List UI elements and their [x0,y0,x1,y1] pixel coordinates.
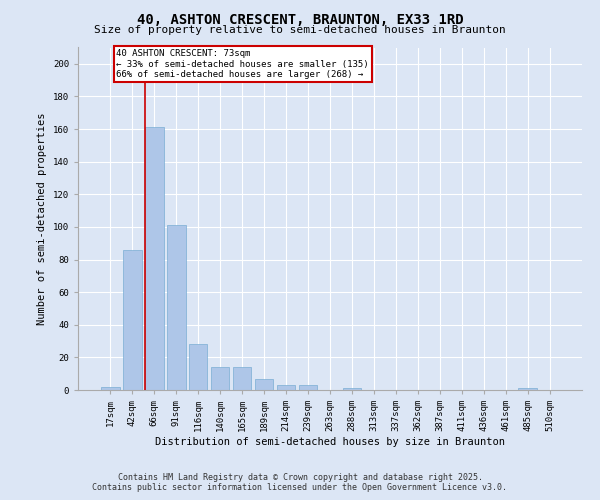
Bar [255,378,274,390]
Text: Contains HM Land Registry data © Crown copyright and database right 2025.
Contai: Contains HM Land Registry data © Crown c… [92,473,508,492]
X-axis label: Distribution of semi-detached houses by size in Braunton: Distribution of semi-detached houses by … [155,437,505,447]
Bar [343,388,361,390]
Bar [299,385,317,390]
Bar [518,388,537,390]
Text: 40, ASHTON CRESCENT, BRAUNTON, EX33 1RD: 40, ASHTON CRESCENT, BRAUNTON, EX33 1RD [137,12,463,26]
Text: Size of property relative to semi-detached houses in Braunton: Size of property relative to semi-detach… [94,25,506,35]
Bar [145,128,164,390]
Bar [167,226,185,390]
Bar [101,386,119,390]
Bar [189,344,208,390]
Y-axis label: Number of semi-detached properties: Number of semi-detached properties [37,112,47,325]
Bar [123,250,142,390]
Bar [233,367,251,390]
Bar [211,367,229,390]
Bar [277,385,295,390]
Text: 40 ASHTON CRESCENT: 73sqm
← 33% of semi-detached houses are smaller (135)
66% of: 40 ASHTON CRESCENT: 73sqm ← 33% of semi-… [116,49,369,79]
